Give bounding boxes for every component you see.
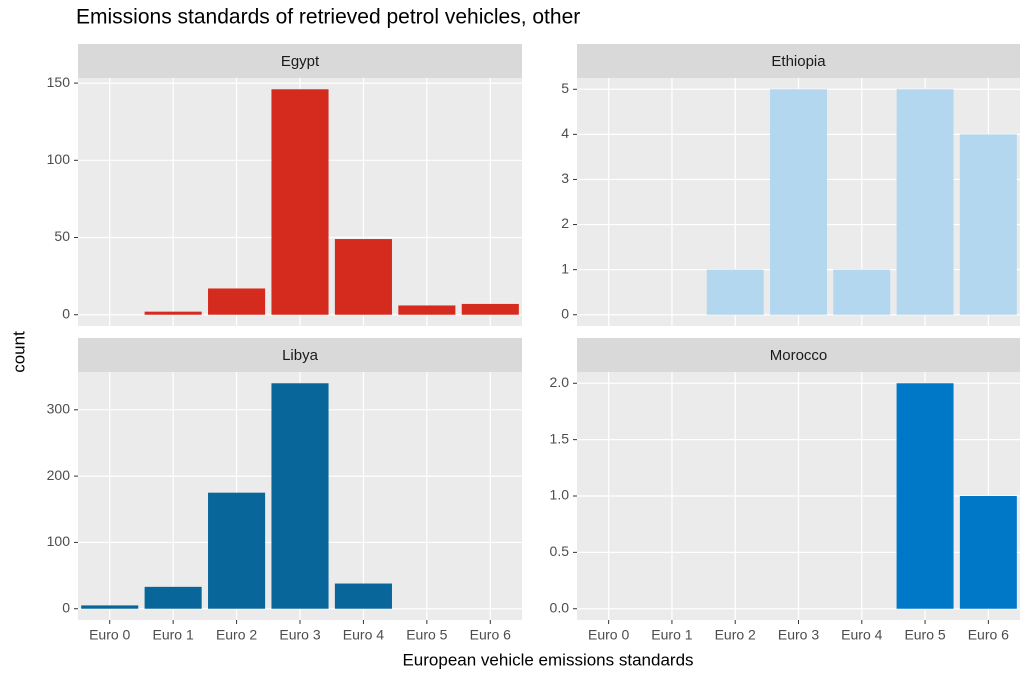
bar: [833, 269, 891, 315]
panel-title: Ethiopia: [771, 53, 826, 70]
y-tick-label: 3: [561, 170, 569, 186]
x-tick-label: Euro 1: [651, 627, 692, 643]
panel-title: Morocco: [770, 347, 828, 364]
panel-title: Egypt: [281, 53, 320, 70]
bar: [959, 134, 1017, 315]
y-tick-label: 100: [47, 151, 71, 167]
y-tick-label: 300: [47, 400, 71, 416]
y-axis-label: count: [9, 331, 28, 373]
x-tick-label: Euro 0: [588, 627, 629, 643]
chart-title: Emissions standards of retrieved petrol …: [76, 6, 580, 29]
bar: [461, 303, 519, 315]
x-tick-label: Euro 6: [470, 627, 511, 643]
bar: [398, 305, 456, 315]
x-tick-label: Euro 2: [715, 627, 756, 643]
bar: [271, 383, 329, 609]
y-tick-label: 5: [561, 80, 569, 96]
strip-background: [78, 44, 522, 78]
x-tick-label: Euro 5: [904, 627, 945, 643]
strip-background: [577, 44, 1020, 78]
y-tick-label: 0.0: [550, 599, 570, 615]
bar: [81, 605, 139, 609]
y-tick-label: 1.5: [550, 430, 570, 446]
y-tick-label: 100: [47, 533, 71, 549]
bar: [208, 288, 266, 315]
bar: [896, 383, 954, 609]
bar: [271, 89, 329, 315]
y-tick-label: 0: [62, 599, 70, 615]
x-tick-label: Euro 3: [778, 627, 819, 643]
x-axis-label: European vehicle emissions standards: [402, 650, 693, 669]
y-tick-label: 0: [561, 305, 569, 321]
panel-title: Libya: [282, 347, 319, 364]
strip-background: [577, 338, 1020, 372]
y-tick-label: 0.5: [550, 543, 570, 559]
y-tick-label: 0: [62, 305, 70, 321]
bar: [770, 89, 827, 315]
x-tick-label: Euro 2: [216, 627, 257, 643]
bar: [334, 583, 392, 609]
y-tick-label: 2: [561, 215, 569, 231]
y-tick-label: 150: [47, 74, 71, 90]
bar: [706, 269, 764, 315]
x-tick-label: Euro 6: [968, 627, 1009, 643]
y-tick-label: 1: [561, 260, 569, 276]
y-tick-label: 50: [54, 228, 70, 244]
bar: [144, 311, 202, 315]
bar: [334, 239, 392, 315]
y-tick-label: 4: [561, 125, 569, 141]
y-tick-label: 2.0: [550, 374, 570, 390]
bar: [144, 586, 202, 609]
x-tick-label: Euro 0: [89, 627, 130, 643]
x-tick-label: Euro 4: [343, 627, 384, 643]
bar: [959, 496, 1017, 609]
y-tick-label: 1.0: [550, 487, 570, 503]
x-tick-label: Euro 4: [841, 627, 882, 643]
bar: [896, 89, 954, 315]
x-tick-label: Euro 1: [153, 627, 194, 643]
bar: [208, 492, 266, 609]
x-tick-label: Euro 3: [279, 627, 320, 643]
y-tick-label: 200: [47, 467, 71, 483]
x-tick-label: Euro 5: [406, 627, 447, 643]
strip-background: [78, 338, 522, 372]
